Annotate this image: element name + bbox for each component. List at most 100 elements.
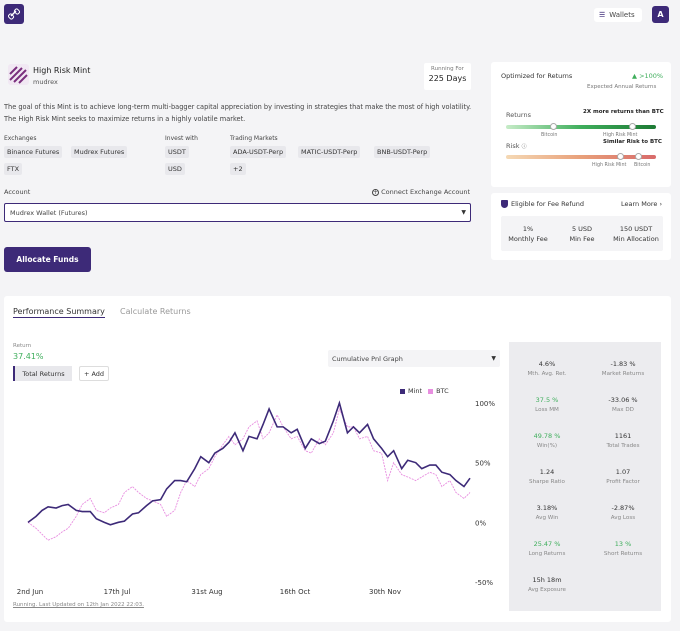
invest-chip: USD <box>165 163 185 175</box>
more-markets-chip[interactable]: +2 <box>230 163 246 175</box>
allocate-funds-button[interactable]: Allocate Funds <box>4 247 91 272</box>
risk-marker-bitcoin <box>635 153 642 160</box>
stat-value: 1161 <box>614 432 632 440</box>
stat-label: Long Returns <box>528 551 566 557</box>
tab-calculate-returns[interactable]: Calculate Returns <box>120 307 191 316</box>
connect-exchange-label: Connect Exchange Account <box>381 188 471 196</box>
fee-refund-card: Eligible for Fee Refund Learn More › 1% M… <box>491 193 671 260</box>
stat-label: Win(%) <box>536 443 558 449</box>
stat-value: 25.47 % <box>533 540 561 548</box>
wallets-label: Wallets <box>609 11 635 19</box>
invest-chip: USDT <box>165 146 189 158</box>
stat-label: Max DD <box>612 407 634 413</box>
market-chip: ADA-USDT-Perp <box>230 146 287 158</box>
exchange-chip: FTX <box>4 163 23 175</box>
mint-description: The goal of this Mint is to achieve long… <box>4 103 472 123</box>
stat-label: Market Returns <box>601 371 645 377</box>
running-value: 225 Days <box>428 74 467 83</box>
last-updated: Running. Last Updated on 12th Jan 2022 2… <box>13 602 144 608</box>
running-for-box: Running For 225 Days <box>424 63 471 90</box>
wallets-button[interactable]: ☰ Wallets <box>594 8 642 22</box>
stat-item: -2.87% Avg Loss <box>585 504 661 521</box>
stat-label: Total Trades <box>606 443 640 449</box>
fee-item: 150 USDT Min Allocation <box>613 225 659 243</box>
stat-label: Profit Factor <box>606 479 640 485</box>
chevron-down-icon: ▼ <box>461 209 466 216</box>
return-value: 37.41% <box>13 352 44 361</box>
tab-performance-summary[interactable]: Performance Summary <box>13 307 105 318</box>
chart-legend: Mint BTC <box>400 387 449 395</box>
returns-left-label: Bitcoin <box>541 133 558 138</box>
risk-marker-mint <box>617 153 624 160</box>
stat-value: 3.18% <box>536 504 558 512</box>
stat-value: -2.87% <box>611 504 635 512</box>
mint-creator: mudrex <box>33 78 58 86</box>
stat-label: Mth. Avg. Ret. <box>527 371 567 377</box>
account-label: Account <box>4 188 31 196</box>
fee-items-box <box>501 216 663 251</box>
return-label: Return <box>13 343 32 349</box>
chevron-right-icon: › <box>659 200 663 208</box>
stat-value: -33.06 % <box>608 396 638 404</box>
stat-value: 1.24 <box>539 468 555 476</box>
chevron-down-icon: ▼ <box>491 355 496 362</box>
total-returns-button[interactable]: Total Returns <box>13 366 72 381</box>
series-line-mint <box>27 400 471 526</box>
add-comparison-button[interactable]: + Add <box>79 366 109 381</box>
stat-value: 13 % <box>614 540 632 548</box>
stat-label: Loss MM <box>535 407 559 413</box>
stat-item: 4.6% Mth. Avg. Ret. <box>509 360 585 377</box>
risk-label: Risk ⓘ <box>506 142 527 150</box>
account-select[interactable]: Mudrex Wallet (Futures) ▼ <box>4 203 471 222</box>
fee-item: 5 USD Min Fee <box>569 225 595 243</box>
stat-item: 1161 Total Trades <box>585 432 661 449</box>
stat-item: 13 % Short Returns <box>585 540 661 557</box>
stat-value: 15h 18m <box>532 576 562 584</box>
stat-label: Short Returns <box>603 551 643 557</box>
connect-exchange-link[interactable]: + Connect Exchange Account <box>372 188 470 196</box>
invest-label: Invest with <box>165 135 198 142</box>
graph-type-value: Cumulative Pnl Graph <box>332 355 403 363</box>
stat-item: 25.47 % Long Returns <box>509 540 585 557</box>
market-chip: MATIC-USDT-Perp <box>298 146 361 158</box>
account-selected-value: Mudrex Wallet (Futures) <box>10 209 88 217</box>
stat-value: -1.83 % <box>610 360 636 368</box>
legend-label-btc: BTC <box>436 387 449 395</box>
stat-item: 15h 18m Avg Exposure <box>509 576 585 593</box>
stat-item: -1.83 % Market Returns <box>585 360 661 377</box>
y-tick-label: 0% <box>475 519 486 527</box>
shield-check-icon <box>501 200 508 208</box>
learn-more-link[interactable]: Learn More › <box>621 200 663 208</box>
plus-circle-icon: + <box>372 189 379 196</box>
returns-marker-bitcoin <box>550 123 557 130</box>
running-label: Running For <box>431 66 464 72</box>
stat-item: 1.07 Profit Factor <box>585 468 661 485</box>
markets-label: Trading Markets <box>230 135 278 142</box>
info-icon: ⓘ <box>521 144 527 150</box>
returns-right-label: High Risk Mint <box>603 133 638 138</box>
stat-item: 49.78 % Win(%) <box>509 432 585 449</box>
mint-title: High Risk Mint <box>33 66 91 75</box>
stat-item: 3.18% Avg Win <box>509 504 585 521</box>
app-logo[interactable] <box>4 4 24 24</box>
stat-value: 49.78 % <box>533 432 561 440</box>
stat-label: Avg Exposure <box>527 587 567 593</box>
user-avatar[interactable]: A <box>652 6 669 23</box>
stat-item: 1.24 Sharpe Ratio <box>509 468 585 485</box>
mint-stripes-icon <box>8 64 29 85</box>
stat-value: 4.6% <box>538 360 556 368</box>
x-tick-label: 17th Jul <box>104 588 131 596</box>
optimized-title: Optimized for Returns <box>501 72 573 80</box>
legend-swatch-mint <box>400 388 405 394</box>
exchange-chip: Mudrex Futures <box>71 146 128 158</box>
menu-icon: ☰ <box>599 11 606 19</box>
y-tick-label: -50% <box>475 579 493 587</box>
market-chip: BNB-USDT-Perp <box>374 146 431 158</box>
risk-bar <box>506 155 656 159</box>
stat-value: 1.07 <box>615 468 631 476</box>
exchanges-label: Exchanges <box>4 135 37 142</box>
graph-type-select[interactable]: Cumulative Pnl Graph ▼ <box>328 350 500 367</box>
fee-refund-title: Eligible for Fee Refund <box>501 200 584 208</box>
exchange-chip: Binance Futures <box>4 146 63 158</box>
stat-value: 37.5 % <box>535 396 559 404</box>
